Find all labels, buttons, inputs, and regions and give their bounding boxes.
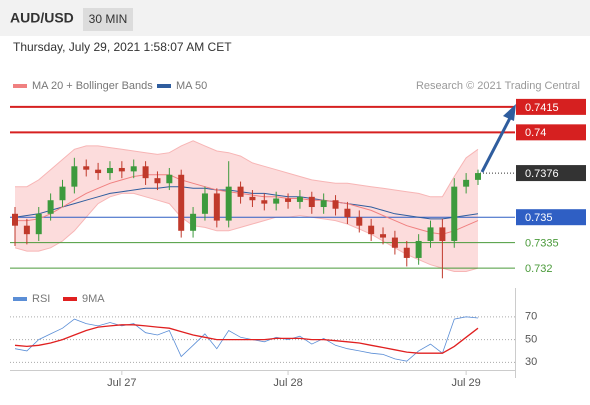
x-tick-label: Jul 27 [107, 377, 136, 389]
candle-body [23, 225, 30, 235]
candle-body [332, 200, 339, 209]
candle-body [356, 217, 363, 226]
candle-body [213, 193, 220, 221]
legend-swatch [63, 297, 77, 301]
candle-body [190, 213, 197, 231]
rsi-tick-label: 30 [525, 356, 537, 368]
candle-body [59, 186, 66, 201]
candle-body [35, 213, 42, 235]
rsi-line [14, 316, 479, 362]
legend-swatch [13, 84, 27, 88]
x-tick-label: Jul 28 [273, 377, 302, 389]
candle-body [285, 198, 292, 202]
candle-body [273, 198, 280, 204]
timestamp: Thursday, July 29, 2021 1:58:07 AM CET [13, 40, 232, 54]
timeframe: 30 MIN [89, 12, 128, 26]
candle-body [320, 200, 327, 208]
bollinger-upper [15, 140, 479, 198]
candle-body [368, 225, 375, 235]
legend-label: 9MA [82, 293, 105, 305]
candle-body [225, 186, 232, 221]
candle-body [415, 240, 422, 258]
level-box [516, 165, 586, 182]
candle-body [451, 186, 458, 241]
forecast-arrow [480, 117, 512, 173]
candle-body [261, 200, 268, 204]
candle-body [344, 208, 351, 218]
rsi-line [14, 324, 479, 354]
candle-body [12, 213, 18, 226]
candle-body [296, 196, 303, 202]
candle-body [95, 169, 102, 174]
candle-body [166, 174, 173, 184]
legend-swatch [13, 297, 27, 301]
candle-body [130, 166, 137, 172]
legend-label: MA 20 + Bollinger Bands [32, 80, 153, 92]
level-label: 0.74 [525, 127, 546, 139]
level-label: 0.7335 [525, 238, 559, 250]
legend-swatch [157, 84, 171, 88]
legend-label: MA 50 [176, 80, 207, 92]
forecast-arrowhead [503, 104, 516, 121]
level-label: 0.7376 [525, 168, 559, 180]
candle-body [83, 166, 90, 170]
x-tick-label: Jul 29 [451, 377, 480, 389]
timeframe-box [83, 8, 133, 31]
candle-body [178, 174, 185, 231]
candle-body [237, 186, 244, 197]
candle-body [249, 196, 256, 201]
candle-body [71, 166, 78, 187]
candle-body [391, 237, 398, 248]
candle-body [463, 179, 470, 187]
level-label: 0.7415 [525, 102, 559, 114]
candle-body [380, 234, 387, 238]
candle-body [47, 200, 54, 214]
level-box [516, 98, 586, 115]
candle-body [439, 227, 446, 241]
level-label: 0.732 [525, 263, 553, 275]
candle-body [201, 193, 208, 214]
rsi-tick-label: 50 [525, 333, 537, 345]
candle-body [475, 173, 481, 180]
level-label: 0.735 [525, 212, 553, 224]
legend-label: RSI [32, 293, 50, 305]
symbol: AUD/USD [10, 10, 74, 26]
candle-body [142, 166, 149, 179]
candle-body [106, 167, 113, 174]
rsi-tick-label: 70 [525, 311, 537, 323]
candle-body [403, 247, 410, 258]
ma20-line [15, 174, 479, 235]
bollinger-lower [14, 192, 479, 272]
panel-edge [515, 288, 516, 378]
candle-body [308, 196, 315, 208]
credit: Research © 2021 Trading Central [416, 80, 580, 92]
ma50-line [14, 186, 479, 220]
bollinger-band [15, 140, 478, 272]
candle-body [118, 167, 125, 172]
level-box [516, 124, 586, 141]
level-box [516, 209, 586, 226]
candle-body [427, 227, 434, 241]
candle-body [154, 178, 161, 184]
x-axis [10, 370, 516, 371]
